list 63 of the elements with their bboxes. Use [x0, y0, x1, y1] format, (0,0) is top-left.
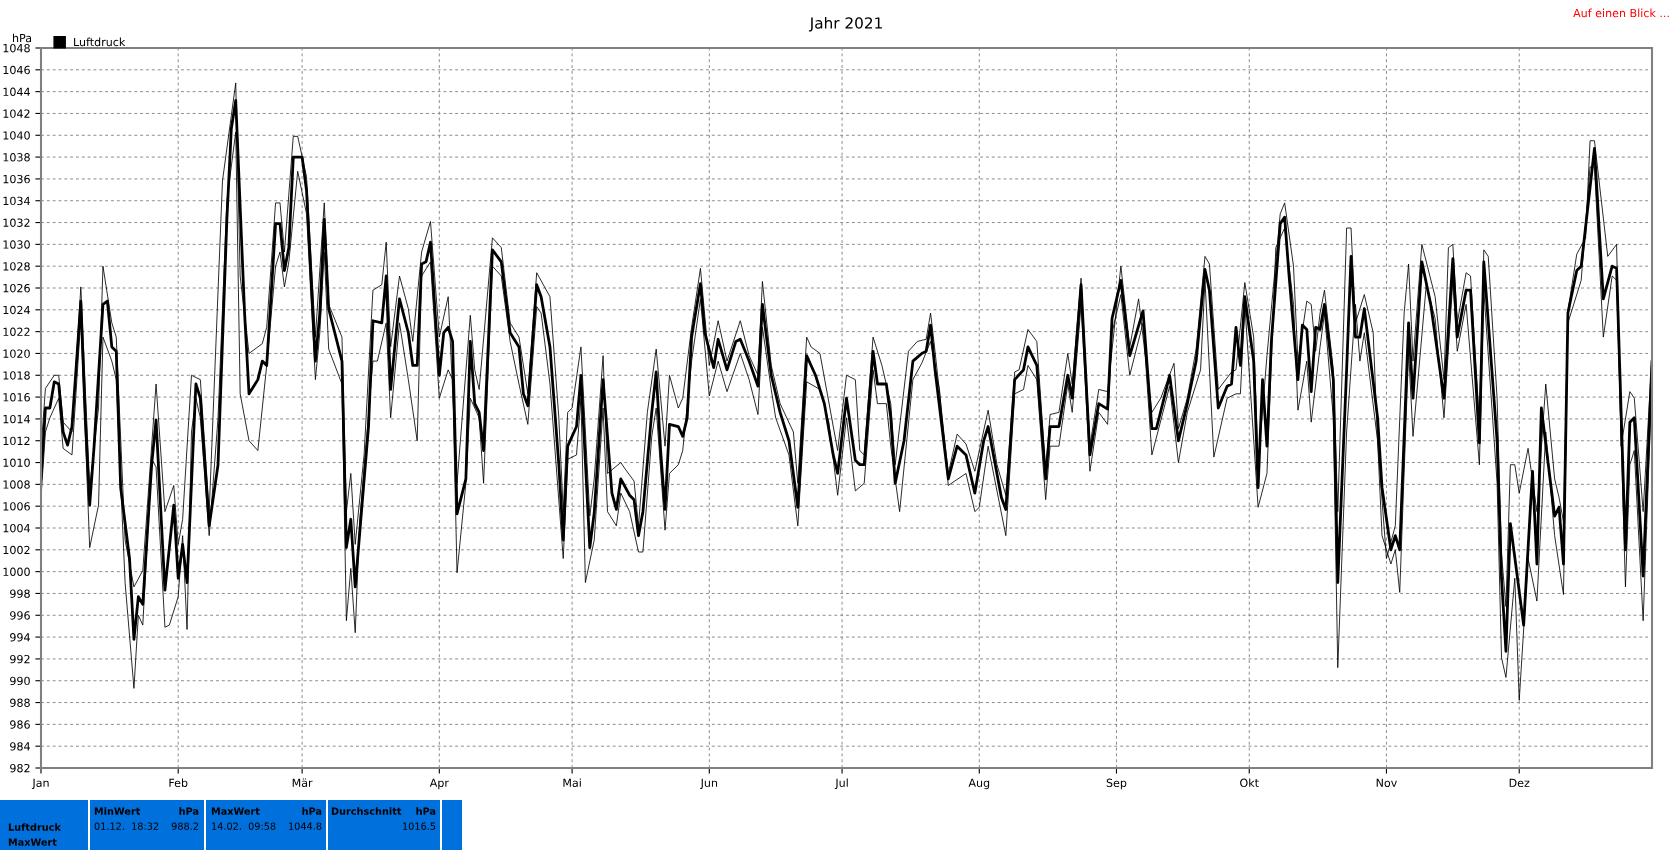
x-tick-label: Apr	[429, 778, 449, 790]
y-tick-label: 990	[10, 676, 30, 686]
y-axis-title: hPa	[13, 33, 32, 43]
y-tick-label: 982	[10, 763, 30, 773]
text: 01.12. 18:32	[94, 822, 159, 830]
x-tick-label: Nov	[1376, 778, 1397, 788]
text: MaxWert	[211, 807, 260, 815]
text: hPa	[302, 807, 322, 815]
y-tick-label: 1046	[3, 65, 30, 75]
y-tick-label: 1000	[3, 567, 30, 577]
text: 1016.5	[403, 822, 436, 830]
y-tick-label: 1028	[3, 262, 30, 271]
y-tick-label: 1034	[3, 196, 30, 206]
y-tick-label: 988	[10, 698, 30, 707]
y-tick-label: 986	[10, 720, 30, 729]
chart-title: Jahr 2021	[808, 16, 882, 32]
text: 988.2	[171, 822, 199, 830]
x-tick-label: Jan	[31, 778, 49, 790]
y-tick-label: 998	[10, 589, 30, 598]
x-tick-label: Okt	[1240, 778, 1259, 788]
y-tick-label: 1020	[3, 349, 30, 358]
x-tick-label: Jul	[834, 778, 848, 790]
y-tick-label: 1004	[3, 523, 30, 533]
y-tick-label: 1044	[3, 87, 30, 97]
text: 14.02. 09:58	[212, 822, 276, 830]
x-tick-label: Aug	[968, 778, 990, 790]
x-tick-label: Mär	[292, 778, 313, 788]
text: 1044.8	[289, 822, 322, 830]
text: MinWert	[94, 807, 141, 815]
y-tick-label: 1008	[3, 480, 30, 489]
text: MaxWert	[8, 838, 57, 846]
y-tick-label: 1030	[3, 240, 30, 249]
text: Durchschnitt	[331, 807, 402, 815]
y-tick-label: 1024	[3, 305, 30, 315]
y-tick-label: 994	[10, 633, 30, 642]
y-tick-label: 1040	[3, 131, 30, 140]
y-tick-label: 1026	[3, 283, 30, 293]
text: hPa	[416, 807, 436, 815]
y-tick-label: 1002	[3, 545, 30, 555]
y-tick-label: 1042	[3, 109, 30, 118]
y-tick-label: 1038	[3, 153, 30, 162]
x-tick-label: Dez	[1509, 778, 1530, 788]
x-tick-label: Sep	[1106, 778, 1127, 790]
y-tick-label: 1012	[3, 436, 30, 446]
x-tick-label: Jun	[700, 778, 718, 790]
y-tick-label: 1010	[3, 458, 30, 467]
y-tick-label: 1014	[3, 414, 30, 424]
text: Luftdruck	[8, 823, 62, 831]
y-tick-label: 1022	[3, 327, 30, 337]
x-tick-label: Mai	[563, 778, 581, 788]
y-tick-label: 996	[10, 611, 30, 620]
y-tick-label: 1048	[3, 43, 30, 53]
y-tick-label: 1018	[3, 371, 30, 380]
y-tick-label: 992	[10, 654, 30, 664]
y-tick-label: 1036	[3, 174, 30, 184]
y-tick-label: 984	[10, 742, 30, 751]
text: Auf einen Blick ...	[1573, 8, 1669, 18]
y-tick-label: 1016	[3, 393, 30, 402]
y-tick-label: 1006	[3, 502, 30, 511]
x-tick-label: Feb	[169, 778, 188, 788]
text: hPa	[179, 807, 199, 815]
y-tick-label: 1032	[3, 218, 30, 227]
legend-label: Luftdruck	[74, 37, 126, 47]
